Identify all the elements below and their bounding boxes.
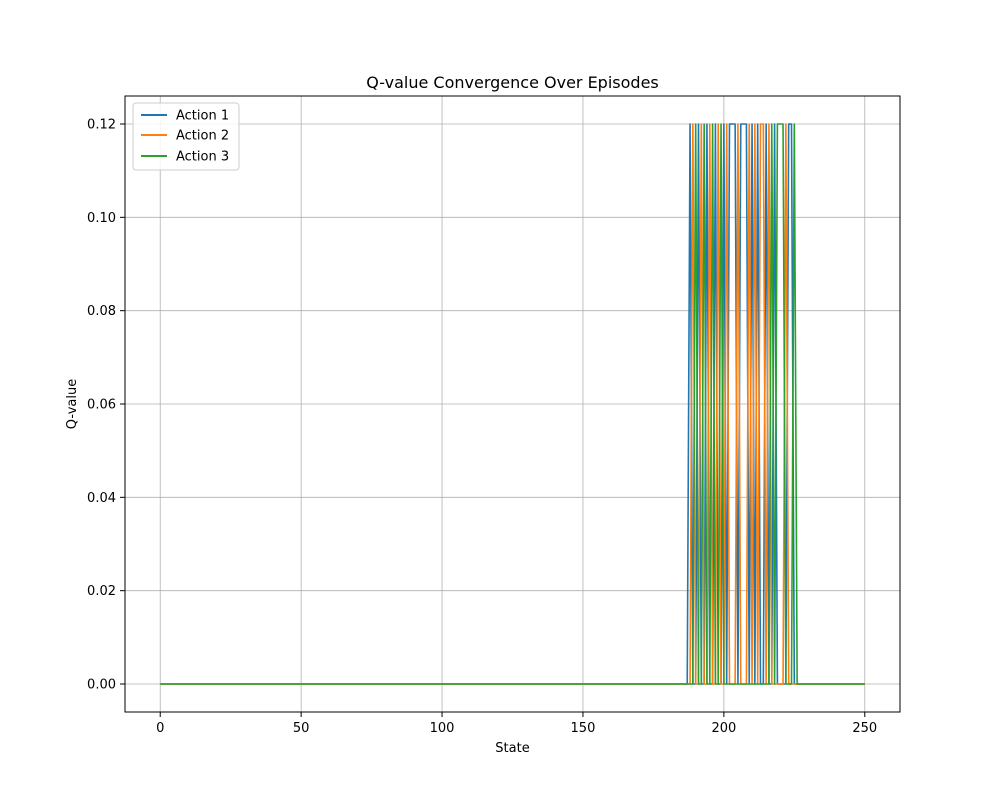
y-tick-label: 0.12: [87, 118, 116, 133]
x-tick-label: 250: [852, 721, 877, 736]
series-line-action-3: [160, 123, 865, 685]
legend-label-action-1: Action 1: [176, 109, 229, 124]
x-tick-label: 150: [571, 721, 596, 736]
y-tick-label: 0.08: [87, 304, 116, 319]
x-tick-label: 0: [156, 721, 164, 736]
x-tick-label: 50: [293, 721, 310, 736]
x-tick-label: 100: [430, 721, 455, 736]
y-tick-label: 0.02: [87, 584, 116, 599]
y-tick-label: 0.10: [87, 211, 116, 226]
axis-ticks: 0 50 100 150 200 250 0.00 0.02 0.04 0.06 0.08 0.10 0…: [87, 118, 877, 737]
x-tick-label: 200: [711, 721, 736, 736]
chart-title: Q-value Convergence Over Episodes: [366, 73, 659, 92]
legend-label-action-2: Action 2: [176, 129, 229, 144]
y-axis-label: Q-value: [65, 379, 80, 429]
legend: Action 1 Action 2 Action 3: [132, 102, 240, 171]
y-tick-label: 0.04: [87, 491, 116, 506]
y-tick-label: 0.06: [87, 398, 116, 413]
legend-box: [132, 102, 240, 171]
y-tick-label: 0.00: [87, 678, 116, 693]
legend-label-action-3: Action 3: [176, 150, 229, 165]
x-axis-label: State: [495, 741, 529, 756]
series-lines: [160, 123, 865, 685]
